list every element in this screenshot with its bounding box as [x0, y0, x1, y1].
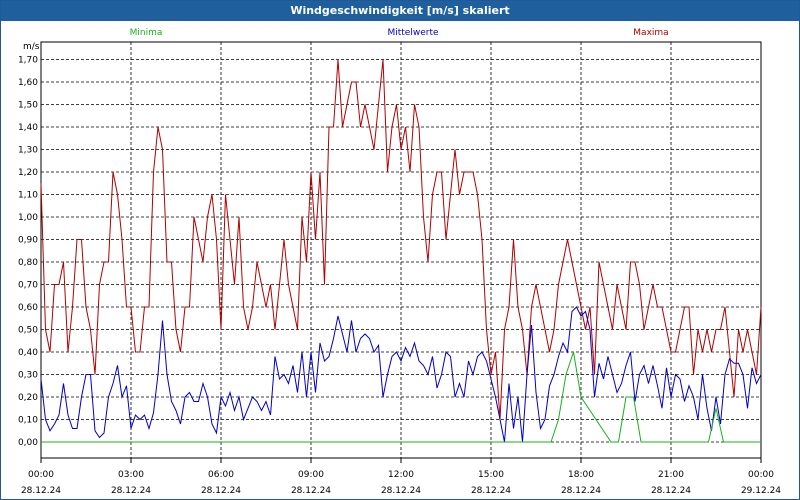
- x-tick-time: 06:00: [208, 470, 234, 480]
- x-tick-time: 12:00: [388, 470, 414, 480]
- x-tick-date: 28.12.24: [651, 486, 691, 496]
- y-tick-label: 1,20: [18, 168, 38, 178]
- legend-mittelwerte: Mittelwerte: [387, 28, 438, 38]
- legend-maxima: Maxima: [633, 28, 668, 38]
- x-tick-date: 28.12.24: [381, 486, 421, 496]
- series-line-mittelwerte: [40, 306, 762, 443]
- y-tick-label: 0,20: [18, 393, 38, 403]
- x-tick-date: 28.12.24: [201, 486, 241, 496]
- y-axis-label: m/s: [23, 42, 40, 52]
- x-tick-time: 21:00: [658, 470, 684, 480]
- series-line-minima: [41, 351, 761, 443]
- y-tick-label: 1,60: [18, 78, 38, 88]
- y-tick-label: 1,50: [18, 101, 38, 111]
- y-tick-label: 0,60: [18, 303, 38, 313]
- wind-speed-chart: 0,00 0,10 0,20 0,30 0,40 0,50 0,60 0,70 0,80 0,90…: [18, 28, 781, 496]
- y-tick-label: 0,50: [18, 326, 38, 336]
- x-tick-date: 29.12.24: [741, 486, 781, 496]
- y-tick-label: 0,70: [18, 281, 38, 291]
- x-tick-date: 28.12.24: [291, 486, 331, 496]
- series-lines: [40, 59, 762, 443]
- x-tick-date: 28.12.24: [471, 486, 511, 496]
- x-tick-time: 00:00: [28, 470, 54, 480]
- y-tick-label: 0,10: [18, 416, 38, 426]
- y-tick-label: 1,00: [18, 213, 38, 223]
- x-tick-time: 15:00: [478, 470, 504, 480]
- y-tick-label: 0,80: [18, 258, 38, 268]
- grid-lines: [41, 42, 761, 458]
- y-tick-label: 1,30: [18, 146, 38, 156]
- window-title: Windgeschwindigkeit [m/s] skaliert: [1, 1, 799, 21]
- x-tick-time: 18:00: [568, 470, 594, 480]
- legend: Minima Mittelwerte Maxima: [130, 28, 669, 38]
- y-tick-label: 0,40: [18, 348, 38, 358]
- y-tick-label: 1,40: [18, 123, 38, 133]
- y-tick-label: 1,70: [18, 56, 38, 66]
- y-axis: 0,00 0,10 0,20 0,30 0,40 0,50 0,60 0,70 0,80 0,90…: [18, 56, 38, 449]
- y-tick-label: 1,10: [18, 191, 38, 201]
- y-tick-label: 0,90: [18, 236, 38, 246]
- y-tick-label: 0,30: [18, 371, 38, 381]
- x-tick-date: 28.12.24: [561, 486, 601, 496]
- x-tick-date: 28.12.24: [21, 486, 61, 496]
- x-axis: 00:00 28.12.24 03:00 28.12.24 06:00 28.12.24 0…: [21, 458, 781, 496]
- x-tick-time: 03:00: [118, 470, 144, 480]
- y-tick-label: 0,00: [18, 438, 38, 448]
- x-tick-time: 09:00: [298, 470, 324, 480]
- x-tick-time: 00:00: [748, 470, 774, 480]
- legend-minima: Minima: [130, 28, 163, 38]
- x-tick-date: 28.12.24: [111, 486, 151, 496]
- series-line-maxima: [40, 59, 762, 420]
